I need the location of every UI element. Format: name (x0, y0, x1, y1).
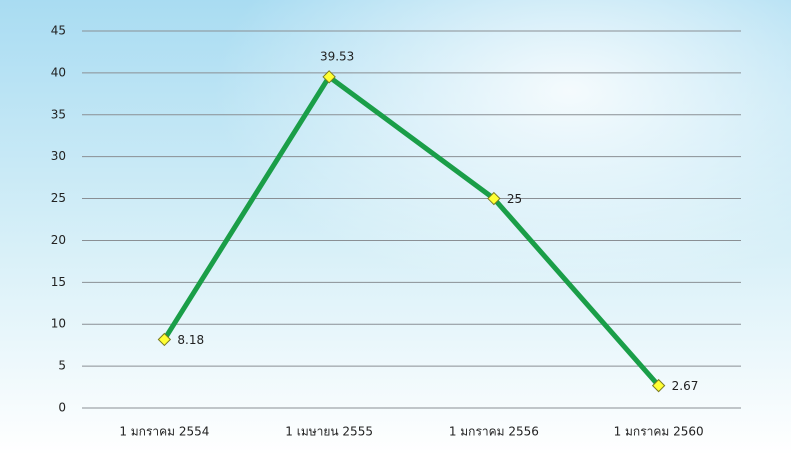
data-point (157, 332, 172, 347)
y-tick-label: 25 (51, 191, 66, 205)
y-tick-label: 45 (51, 24, 66, 38)
y-tick-label: 20 (51, 233, 66, 247)
x-tick-label: 1 เมษายน 2555 (285, 425, 373, 439)
x-tick-label: 1 มกราคม 2556 (449, 425, 539, 439)
y-tick-label: 15 (51, 275, 66, 289)
data-point (487, 191, 501, 206)
x-tick-label: 1 มกราคม 2560 (614, 425, 704, 439)
y-tick-label: 10 (51, 317, 66, 331)
data-point (651, 378, 666, 393)
data-label: 25 (507, 192, 522, 206)
y-tick-label: 0 (58, 401, 66, 415)
data-point (322, 70, 336, 84)
data-line (162, 74, 661, 388)
y-tick-label: 30 (51, 149, 66, 163)
x-tick-label: 1 มกราคม 2554 (119, 425, 209, 439)
y-tick-label: 40 (51, 65, 66, 79)
data-label: 2.67 (672, 379, 699, 393)
data-label: 39.53 (320, 49, 354, 63)
data-label: 8.18 (177, 333, 204, 347)
y-tick-label: 5 (58, 359, 66, 373)
y-tick-label: 35 (51, 107, 66, 121)
